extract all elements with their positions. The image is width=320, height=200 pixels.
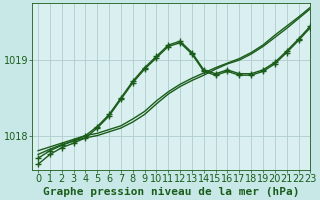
X-axis label: Graphe pression niveau de la mer (hPa): Graphe pression niveau de la mer (hPa) (43, 186, 300, 197)
